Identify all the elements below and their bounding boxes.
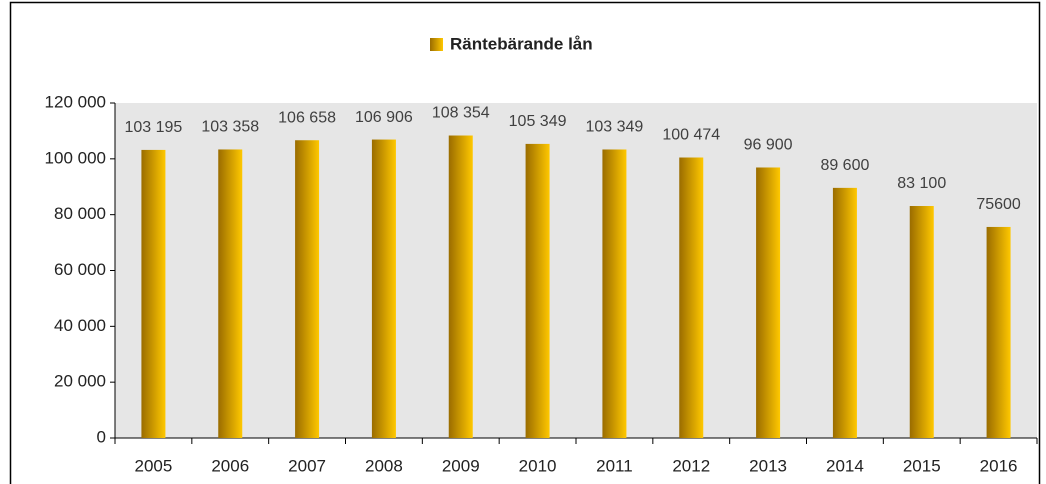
bar — [525, 143, 550, 439]
bar — [295, 140, 320, 439]
x-tick-label: 2013 — [749, 456, 787, 475]
y-tick-label: 0 — [97, 427, 106, 446]
legend-swatch — [430, 38, 443, 51]
y-tick-label: 20 000 — [54, 372, 106, 391]
y-tick-label: 60 000 — [54, 260, 106, 279]
value-label: 83 100 — [897, 175, 946, 192]
x-tick-label: 2005 — [135, 456, 173, 475]
value-label: 75600 — [976, 196, 1021, 213]
bar — [832, 187, 857, 438]
bar — [218, 149, 243, 438]
x-tick-label: 2016 — [980, 456, 1018, 475]
x-tick-label: 2009 — [442, 456, 480, 475]
value-label: 89 600 — [820, 157, 869, 174]
x-tick-label: 2012 — [672, 456, 710, 475]
x-tick-label: 2011 — [596, 456, 633, 475]
bar — [448, 135, 473, 438]
bar — [371, 139, 396, 438]
value-label: 108 354 — [432, 105, 490, 122]
value-label: 106 906 — [355, 109, 413, 126]
bar — [986, 226, 1011, 438]
bar — [679, 157, 704, 439]
legend-label: Räntebärande lån — [450, 34, 593, 53]
plot-area — [115, 103, 1037, 438]
bar — [909, 206, 934, 438]
bar — [602, 149, 627, 438]
value-label: 96 900 — [744, 137, 793, 154]
x-tick-label: 2010 — [519, 456, 557, 475]
bar — [756, 167, 781, 439]
value-label: 100 474 — [662, 127, 720, 144]
y-tick-label: 120 000 — [45, 92, 106, 111]
value-label: 103 349 — [585, 119, 643, 136]
value-label: 105 349 — [509, 113, 567, 130]
x-tick-label: 2006 — [211, 456, 249, 475]
y-tick-label: 40 000 — [54, 316, 106, 335]
y-tick-label: 80 000 — [54, 204, 106, 223]
bar — [141, 149, 166, 439]
x-tick-label: 2015 — [903, 456, 941, 475]
x-tick-label: 2014 — [826, 456, 864, 475]
chart-border — [9, 1, 1041, 484]
y-tick-label: 100 000 — [45, 148, 106, 167]
value-label: 103 358 — [201, 119, 259, 136]
value-label: 106 658 — [278, 109, 336, 126]
value-label: 103 195 — [124, 119, 182, 136]
x-tick-label: 2008 — [365, 456, 403, 475]
x-tick-label: 2007 — [288, 456, 326, 475]
